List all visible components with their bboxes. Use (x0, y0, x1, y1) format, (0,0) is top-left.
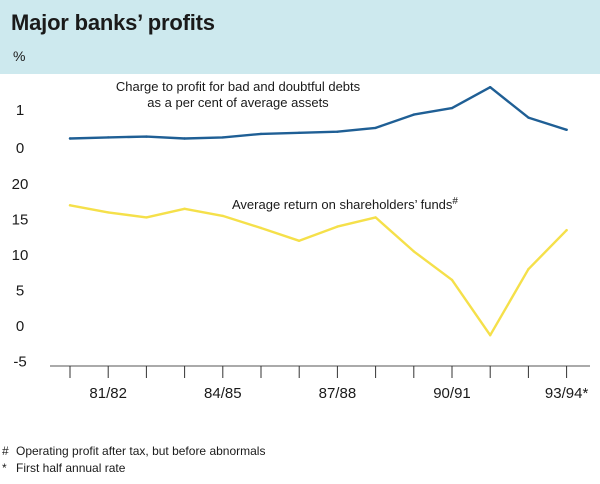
bottom-panel-point-1 (107, 211, 110, 214)
x-tick-label-0: 81/82 (89, 385, 127, 402)
bottom-panel-y-tick-1: 15 (12, 212, 29, 229)
bottom-panel-point-10 (450, 278, 454, 282)
bottom-annotation-text: Average return on shareholders’ funds (232, 197, 453, 212)
footnote-2-text: First half annual rate (16, 461, 126, 475)
bottom-panel-point-0 (68, 204, 72, 207)
top-panel-point-4 (221, 136, 224, 139)
top-annotation-line2: as a per cent of average assets (147, 95, 329, 110)
footnote-2-mark: * (2, 461, 7, 475)
bottom-panel-y-tick-2: 10 (12, 247, 29, 264)
bottom-annotation-mark: # (452, 196, 458, 207)
bottom-panel-point-11 (489, 334, 492, 337)
bottom-panel-y-tick-3: 5 (16, 283, 24, 300)
bottom-panel-point-8 (374, 216, 377, 219)
top-panel-point-9 (412, 113, 415, 116)
x-axis: 81/82 84/85 87/88 90/91 93/94* (50, 365, 590, 402)
bottom-panel-point-9 (412, 250, 415, 253)
top-panel-point-3 (183, 137, 186, 140)
top-panel-point-1 (107, 136, 110, 139)
footnote-1-text: Operating profit after tax, but before a… (16, 444, 266, 458)
bottom-y-axis: 20 15 10 5 0 -5 (12, 176, 29, 371)
bottom-panel-series-line (68, 204, 568, 337)
top-panel-y-tick-1: 0 (16, 140, 24, 157)
top-panel-point-5 (259, 132, 263, 136)
top-panel-series-line (68, 86, 568, 140)
bottom-panel-point-13 (565, 229, 568, 232)
top-panel-point-11 (489, 86, 492, 89)
top-panel-point-0 (68, 137, 72, 140)
top-panel-point-8 (374, 126, 377, 130)
footnote-1: # Operating profit after tax, but before … (0, 444, 265, 458)
bottom-panel-point-12 (527, 268, 530, 271)
bottom-annotation: Average return on shareholders’ funds# (232, 196, 458, 212)
top-annotation-line1: Charge to profit for bad and doubtful de… (116, 79, 361, 94)
series-group (68, 86, 568, 337)
top-panel-point-6 (298, 131, 301, 134)
bottom-panel-point-6 (298, 239, 301, 242)
bottom-panel-point-2 (145, 216, 148, 219)
bottom-panel-point-4 (221, 214, 224, 218)
bottom-panel-point-5 (259, 226, 263, 230)
top-panel-point-12 (527, 116, 530, 119)
chart-title: Major banks’ profits (11, 10, 215, 35)
top-panel-point-7 (336, 130, 339, 133)
bottom-panel-point-7 (336, 225, 339, 228)
top-panel-point-2 (145, 135, 148, 138)
header-band (0, 0, 600, 74)
footnote-2: * First half annual rate (0, 461, 125, 475)
x-tick-label-3: 90/91 (433, 385, 471, 402)
x-tick-label-4: 93/94* (545, 385, 589, 402)
top-panel-y-tick-0: 1 (16, 102, 24, 119)
bottom-panel-point-3 (183, 207, 186, 210)
bottom-panel-y-tick-4: 0 (16, 318, 24, 335)
bottom-panel-y-tick-5: -5 (13, 354, 26, 371)
x-tick-label-1: 84/85 (204, 385, 242, 402)
x-tick-label-2: 87/88 (319, 385, 357, 402)
footnote-1-mark: # (2, 444, 9, 458)
top-y-axis: 10 (16, 102, 24, 157)
top-panel-point-10 (450, 106, 454, 110)
bottom-panel-y-tick-0: 20 (12, 176, 29, 193)
top-panel-point-13 (565, 128, 568, 131)
unit-label: % (13, 48, 26, 64)
